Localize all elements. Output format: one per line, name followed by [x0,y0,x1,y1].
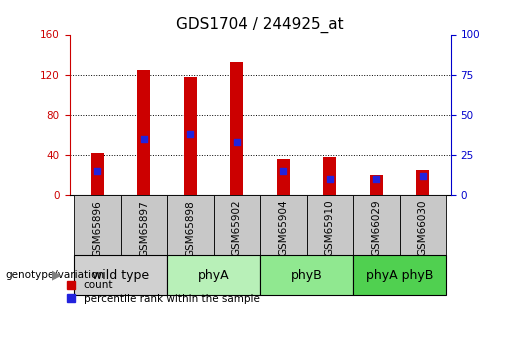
Legend: count, percentile rank within the sample: count, percentile rank within the sample [67,280,260,304]
Title: GDS1704 / 244925_at: GDS1704 / 244925_at [176,17,344,33]
Point [279,168,287,174]
Text: phyA phyB: phyA phyB [366,269,433,282]
Text: GSM65898: GSM65898 [185,200,195,256]
Text: genotype/variation: genotype/variation [5,270,104,280]
Point [140,136,148,141]
Text: phyB: phyB [290,269,322,282]
Text: phyA: phyA [198,269,229,282]
Text: GSM66029: GSM66029 [371,200,381,256]
Text: wild type: wild type [92,269,149,282]
FancyBboxPatch shape [260,195,306,255]
FancyBboxPatch shape [74,195,121,255]
Point [325,176,334,182]
FancyBboxPatch shape [353,255,446,295]
Bar [416,170,429,195]
Bar [91,153,104,195]
Text: ▶: ▶ [52,269,62,282]
Text: GSM65904: GSM65904 [278,200,288,256]
Text: GSM65896: GSM65896 [92,200,102,256]
Point [419,173,427,178]
FancyBboxPatch shape [306,195,353,255]
Bar [138,70,150,195]
Point [186,131,195,137]
FancyBboxPatch shape [260,255,353,295]
Point [233,139,241,145]
FancyBboxPatch shape [74,255,167,295]
Text: GSM65902: GSM65902 [232,200,242,256]
Bar [230,61,244,195]
Bar [323,157,336,195]
Bar [370,175,383,195]
FancyBboxPatch shape [400,195,446,255]
FancyBboxPatch shape [167,195,214,255]
Point [372,176,381,182]
FancyBboxPatch shape [167,255,260,295]
Bar [277,159,290,195]
Bar [184,77,197,195]
Text: GSM66030: GSM66030 [418,200,428,256]
Text: GSM65897: GSM65897 [139,200,149,256]
Text: GSM65910: GSM65910 [325,200,335,256]
FancyBboxPatch shape [214,195,260,255]
Point [93,168,101,174]
FancyBboxPatch shape [353,195,400,255]
FancyBboxPatch shape [121,195,167,255]
